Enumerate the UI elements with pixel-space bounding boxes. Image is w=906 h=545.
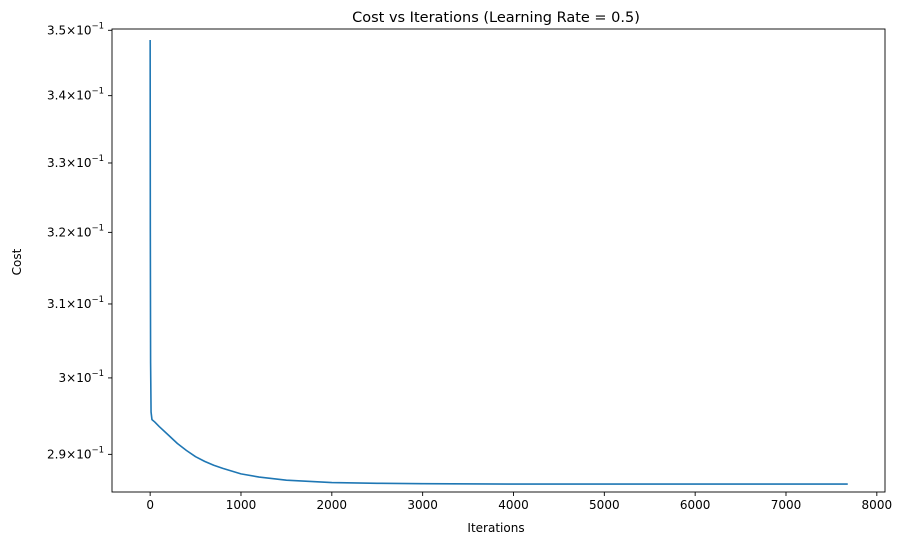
y-tick-exponent: −1 bbox=[91, 295, 104, 305]
y-tick-exponent: −1 bbox=[91, 369, 104, 379]
x-tick-label: 6000 bbox=[680, 498, 711, 512]
y-tick-base: 10 bbox=[76, 225, 91, 239]
y-tick-times: × bbox=[66, 225, 76, 239]
y-tick-label: 3.4×10−1 bbox=[47, 87, 104, 103]
x-axis-label: Iterations bbox=[467, 521, 524, 535]
y-tick-mantissa: 3 bbox=[58, 371, 66, 385]
x-tick-label: 7000 bbox=[771, 498, 802, 512]
x-tick-label: 1000 bbox=[226, 498, 257, 512]
y-tick-base: 10 bbox=[76, 23, 91, 37]
y-tick-label: 3.2×10−1 bbox=[47, 223, 104, 239]
y-tick-exponent: −1 bbox=[91, 154, 104, 164]
x-tick-label: 4000 bbox=[498, 498, 529, 512]
y-tick-mantissa: 3.5 bbox=[47, 23, 66, 37]
y-tick-times: × bbox=[66, 371, 76, 385]
y-tick-exponent: −1 bbox=[91, 445, 104, 455]
cost-series-line bbox=[149, 39, 848, 485]
y-tick-times: × bbox=[66, 447, 76, 461]
y-tick-label: 3.1×10−1 bbox=[47, 295, 104, 311]
y-tick-base: 10 bbox=[76, 89, 91, 103]
y-tick-label: 3.3×10−1 bbox=[47, 154, 104, 170]
plot-area bbox=[149, 39, 848, 485]
y-tick-mantissa: 3.2 bbox=[47, 225, 66, 239]
x-tick-label: 0 bbox=[146, 498, 154, 512]
axes-frame bbox=[111, 28, 886, 493]
y-tick-times: × bbox=[66, 89, 76, 103]
x-tick-label: 8000 bbox=[862, 498, 893, 512]
y-tick-mantissa: 3.4 bbox=[47, 89, 66, 103]
y-tick-label: 2.9×10−1 bbox=[47, 445, 104, 461]
y-tick-base: 10 bbox=[76, 447, 91, 461]
y-axis: 2.9×10−13×10−13.1×10−13.2×10−13.3×10−13.… bbox=[47, 21, 112, 461]
y-tick-mantissa: 3.1 bbox=[47, 297, 66, 311]
x-tick-label: 5000 bbox=[589, 498, 620, 512]
y-axis-label: Cost bbox=[10, 248, 24, 275]
y-tick-times: × bbox=[66, 297, 76, 311]
y-tick-mantissa: 3.3 bbox=[47, 156, 66, 170]
y-tick-label: 3.5×10−1 bbox=[47, 21, 104, 37]
y-tick-exponent: −1 bbox=[91, 223, 104, 233]
y-tick-times: × bbox=[66, 156, 76, 170]
y-tick-exponent: −1 bbox=[91, 87, 104, 97]
x-axis: 0 1000 2000 3000 4000 5000 6000 7000 8000 bbox=[146, 492, 892, 512]
y-tick-base: 10 bbox=[76, 371, 91, 385]
x-tick-label: 2000 bbox=[317, 498, 348, 512]
y-tick-base: 10 bbox=[76, 156, 91, 170]
y-tick-exponent: −1 bbox=[91, 21, 104, 31]
chart-title: Cost vs Iterations (Learning Rate = 0.5) bbox=[352, 10, 640, 26]
y-tick-times: × bbox=[66, 23, 76, 37]
y-tick-mantissa: 2.9 bbox=[47, 447, 66, 461]
x-tick-label: 3000 bbox=[407, 498, 438, 512]
y-tick-base: 10 bbox=[76, 297, 91, 311]
y-tick-label: 3×10−1 bbox=[58, 369, 104, 385]
